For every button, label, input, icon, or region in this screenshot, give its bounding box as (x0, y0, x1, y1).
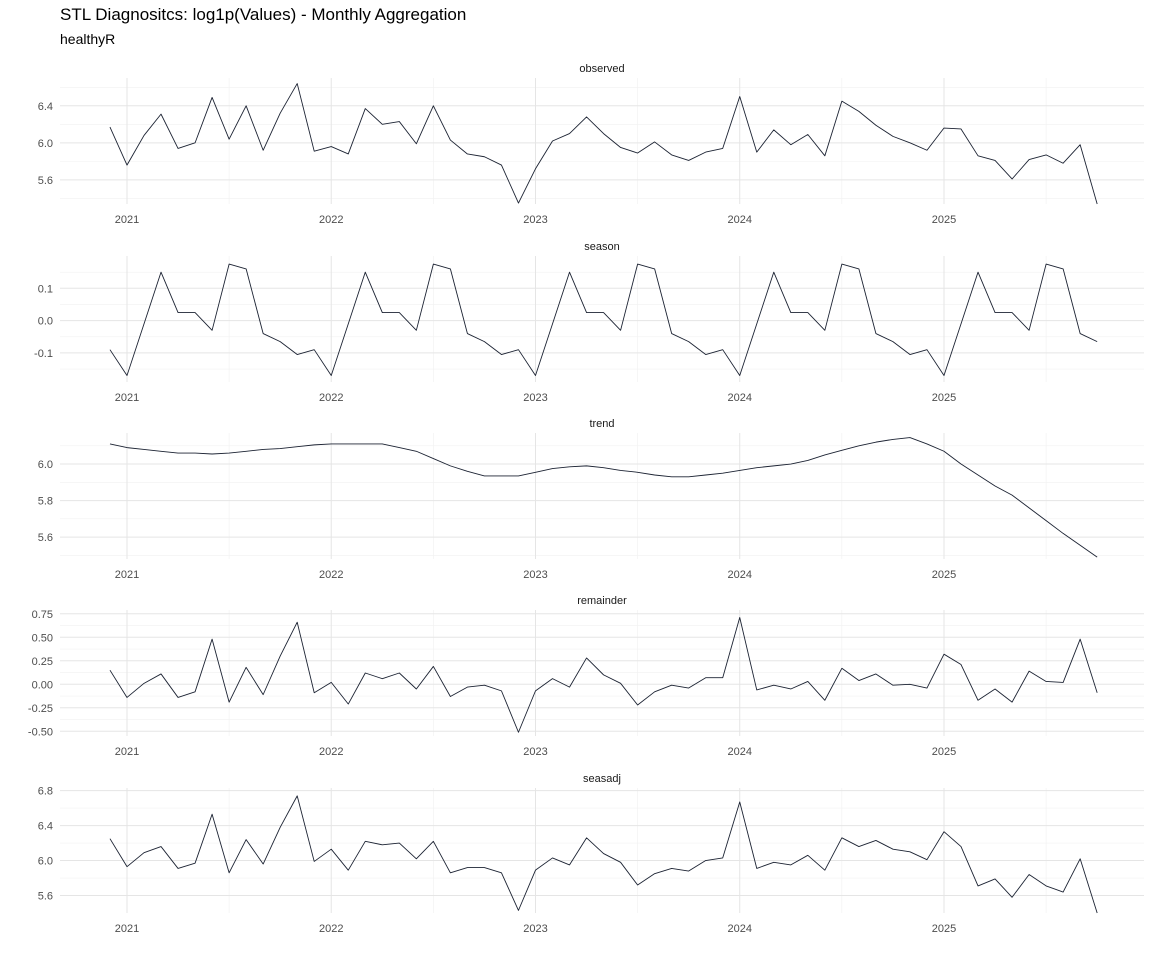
x-tick-label: 2021 (115, 923, 139, 935)
y-tick-label: 0.50 (32, 632, 53, 644)
y-tick-label: 6.4 (38, 821, 53, 833)
x-tick-label: 2022 (319, 923, 343, 935)
x-tick-label: 2022 (319, 569, 343, 581)
x-tick-label: 2025 (932, 214, 956, 226)
y-tick-label: 6.8 (38, 786, 53, 798)
x-tick-label: 2024 (727, 392, 751, 404)
y-tick-label: -0.1 (34, 348, 53, 360)
panel-seasadj: 5.6 6.0 6.4 6.8 2021 2022 2023 2024 2025 seasadj (38, 773, 1144, 935)
panel-strip-label: seasadj (583, 773, 621, 785)
panel-strip-label: remainder (577, 595, 627, 607)
x-tick-label: 2025 (932, 746, 956, 758)
y-tick-label: 5.6 (38, 532, 53, 544)
y-tick-label: -0.50 (28, 726, 53, 738)
y-tick-label: 0.00 (32, 679, 53, 691)
y-tick-label: 0.0 (38, 316, 53, 328)
panel-strip-label: trend (589, 418, 614, 430)
x-tick-label: 2023 (523, 214, 547, 226)
x-tick-label: 2023 (523, 923, 547, 935)
x-tick-label: 2022 (319, 392, 343, 404)
panel-strip-label: season (584, 241, 619, 253)
panel-season: -0.1 0.0 0.1 2021 2022 2023 2024 2025 season (34, 241, 1144, 404)
y-tick-label: 0.1 (38, 283, 53, 295)
series-line-remainder (109, 617, 1098, 733)
x-tick-label: 2024 (727, 746, 751, 758)
panel-observed: 5.6 6.0 6.4 2021 2022 2023 2024 2025 observed (38, 63, 1144, 226)
y-tick-label: 6.4 (38, 101, 53, 113)
series-line-seasadj (109, 795, 1098, 914)
panel-remainder: -0.50 -0.25 0.00 0.25 0.50 0.75 2021 2022 2023 20… (28, 595, 1144, 758)
y-tick-label: 6.0 (38, 856, 53, 868)
series-line-observed (109, 83, 1098, 205)
x-tick-label: 2025 (932, 392, 956, 404)
x-tick-label: 2025 (932, 569, 956, 581)
x-tick-label: 2023 (523, 569, 547, 581)
x-tick-label: 2021 (115, 392, 139, 404)
y-tick-label: 5.6 (38, 175, 53, 187)
x-tick-label: 2024 (727, 923, 751, 935)
x-tick-label: 2024 (727, 569, 751, 581)
x-tick-label: 2021 (115, 746, 139, 758)
x-tick-label: 2022 (319, 746, 343, 758)
panel-strip-label: observed (579, 63, 624, 75)
y-tick-label: 5.8 (38, 496, 53, 508)
y-tick-label: 6.0 (38, 459, 53, 471)
x-tick-label: 2025 (932, 923, 956, 935)
series-line-trend (109, 437, 1098, 558)
y-tick-label: 0.75 (32, 609, 53, 621)
y-tick-label: 6.0 (38, 138, 53, 150)
x-tick-label: 2021 (115, 214, 139, 226)
x-tick-label: 2023 (523, 746, 547, 758)
panel-trend: 5.6 5.8 6.0 2021 2022 2023 2024 2025 trend (38, 418, 1144, 581)
y-tick-label: 0.25 (32, 656, 53, 668)
x-tick-label: 2022 (319, 214, 343, 226)
chart-title: STL Diagnositcs: log1p(Values) - Monthly… (60, 5, 467, 24)
y-tick-label: -0.25 (28, 703, 53, 715)
x-tick-label: 2024 (727, 214, 751, 226)
y-tick-label: 5.6 (38, 891, 53, 903)
chart-subtitle: healthyR (60, 31, 116, 47)
x-tick-label: 2021 (115, 569, 139, 581)
series-line-season (109, 263, 1098, 376)
x-tick-label: 2023 (523, 392, 547, 404)
